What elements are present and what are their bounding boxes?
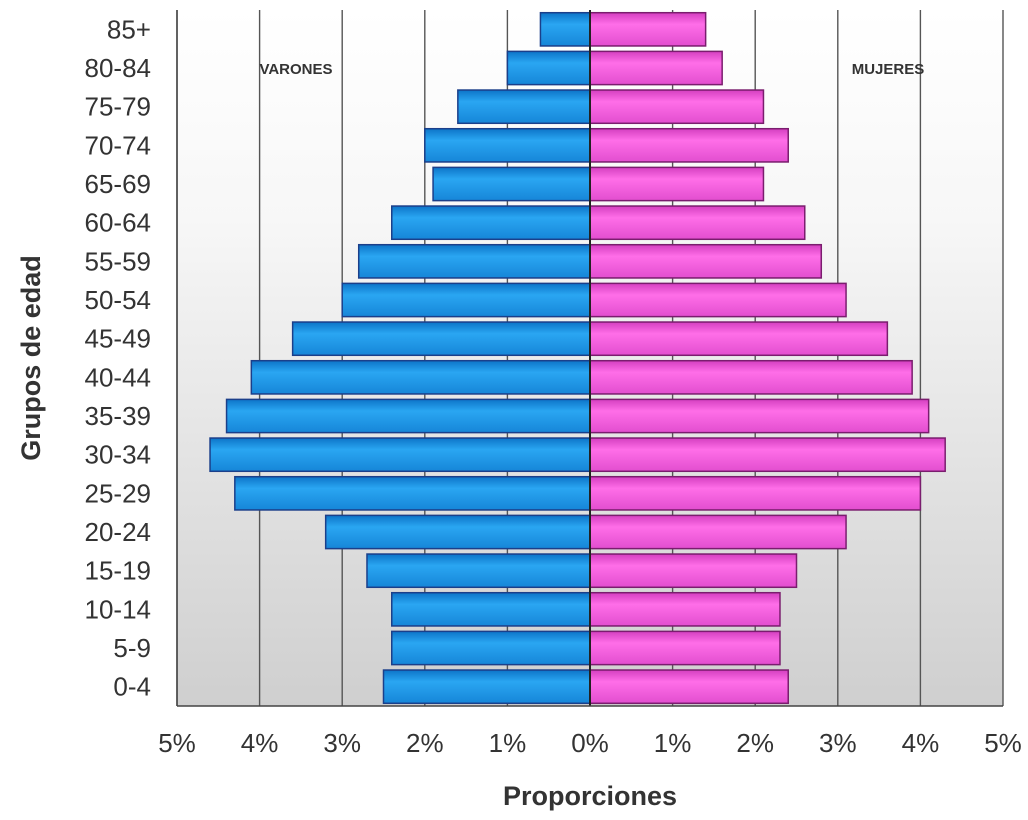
bar-varones <box>432 166 591 202</box>
bar-varones <box>225 398 591 434</box>
y-axis-title: Grupos de edad <box>16 255 46 461</box>
bar-mujeres <box>589 553 798 589</box>
bar-varones <box>324 514 591 550</box>
x-tick-label: 5% <box>158 728 196 758</box>
y-tick-label: 15-19 <box>85 556 152 586</box>
bar-mujeres <box>589 50 723 86</box>
bar-mujeres <box>589 89 765 125</box>
y-tick-label: 85+ <box>107 14 151 44</box>
bar-varones <box>250 359 591 395</box>
bar-mujeres <box>589 127 789 163</box>
x-tick-label: 2% <box>406 728 444 758</box>
y-tick-label: 75-79 <box>85 92 152 122</box>
y-tick-label: 60-64 <box>85 208 152 238</box>
bar-mujeres <box>589 630 781 666</box>
series-label-varones: VARONES <box>259 61 332 78</box>
x-tick-label: 1% <box>654 728 692 758</box>
bar-varones <box>539 11 591 47</box>
bar-varones <box>391 630 591 666</box>
bar-varones <box>391 205 591 241</box>
bar-mujeres <box>589 282 847 318</box>
y-tick-label: 55-59 <box>85 246 152 276</box>
y-tick-label: 30-34 <box>85 440 152 470</box>
x-tick-label: 3% <box>323 728 361 758</box>
bar-mujeres <box>589 514 847 550</box>
y-tick-label: 10-14 <box>85 594 152 624</box>
y-tick-label: 80-84 <box>85 53 152 83</box>
x-axis-title: Proporciones <box>503 781 677 811</box>
bar-mujeres <box>589 475 922 511</box>
bar-mujeres <box>589 359 913 395</box>
bar-mujeres <box>589 11 707 47</box>
bar-varones <box>382 669 591 705</box>
bar-mujeres <box>589 243 823 279</box>
bar-mujeres <box>589 398 930 434</box>
y-tick-label: 70-74 <box>85 130 152 160</box>
bar-mujeres <box>589 166 765 202</box>
bar-varones <box>357 243 591 279</box>
bar-varones <box>291 321 591 357</box>
bar-varones <box>424 127 591 163</box>
y-tick-label: 50-54 <box>85 285 152 315</box>
bar-mujeres <box>589 669 789 705</box>
series-label-mujeres: MUJERES <box>852 61 925 78</box>
bar-varones <box>457 89 591 125</box>
bar-mujeres <box>589 437 946 473</box>
x-tick-label: 1% <box>489 728 527 758</box>
y-tick-label: 0-4 <box>113 672 151 702</box>
x-tick-label: 4% <box>241 728 279 758</box>
x-tick-label: 5% <box>984 728 1022 758</box>
x-tick-label: 4% <box>902 728 940 758</box>
bar-mujeres <box>589 205 806 241</box>
bar-varones <box>234 475 591 511</box>
y-tick-label: 5-9 <box>113 633 151 663</box>
bar-varones <box>341 282 591 318</box>
y-tick-label: 40-44 <box>85 362 152 392</box>
y-tick-label: 35-39 <box>85 401 152 431</box>
x-tick-label: 3% <box>819 728 857 758</box>
bar-varones <box>209 437 591 473</box>
y-tick-label: 25-29 <box>85 478 152 508</box>
y-tick-label: 65-69 <box>85 169 152 199</box>
bar-mujeres <box>589 591 781 627</box>
bar-varones <box>506 50 591 86</box>
bar-mujeres <box>589 321 889 357</box>
bar-varones <box>391 591 591 627</box>
y-tick-label: 45-49 <box>85 324 152 354</box>
x-tick-label: 2% <box>736 728 774 758</box>
x-tick-label: 0% <box>571 728 609 758</box>
bar-varones <box>366 553 591 589</box>
y-tick-label: 20-24 <box>85 517 152 547</box>
